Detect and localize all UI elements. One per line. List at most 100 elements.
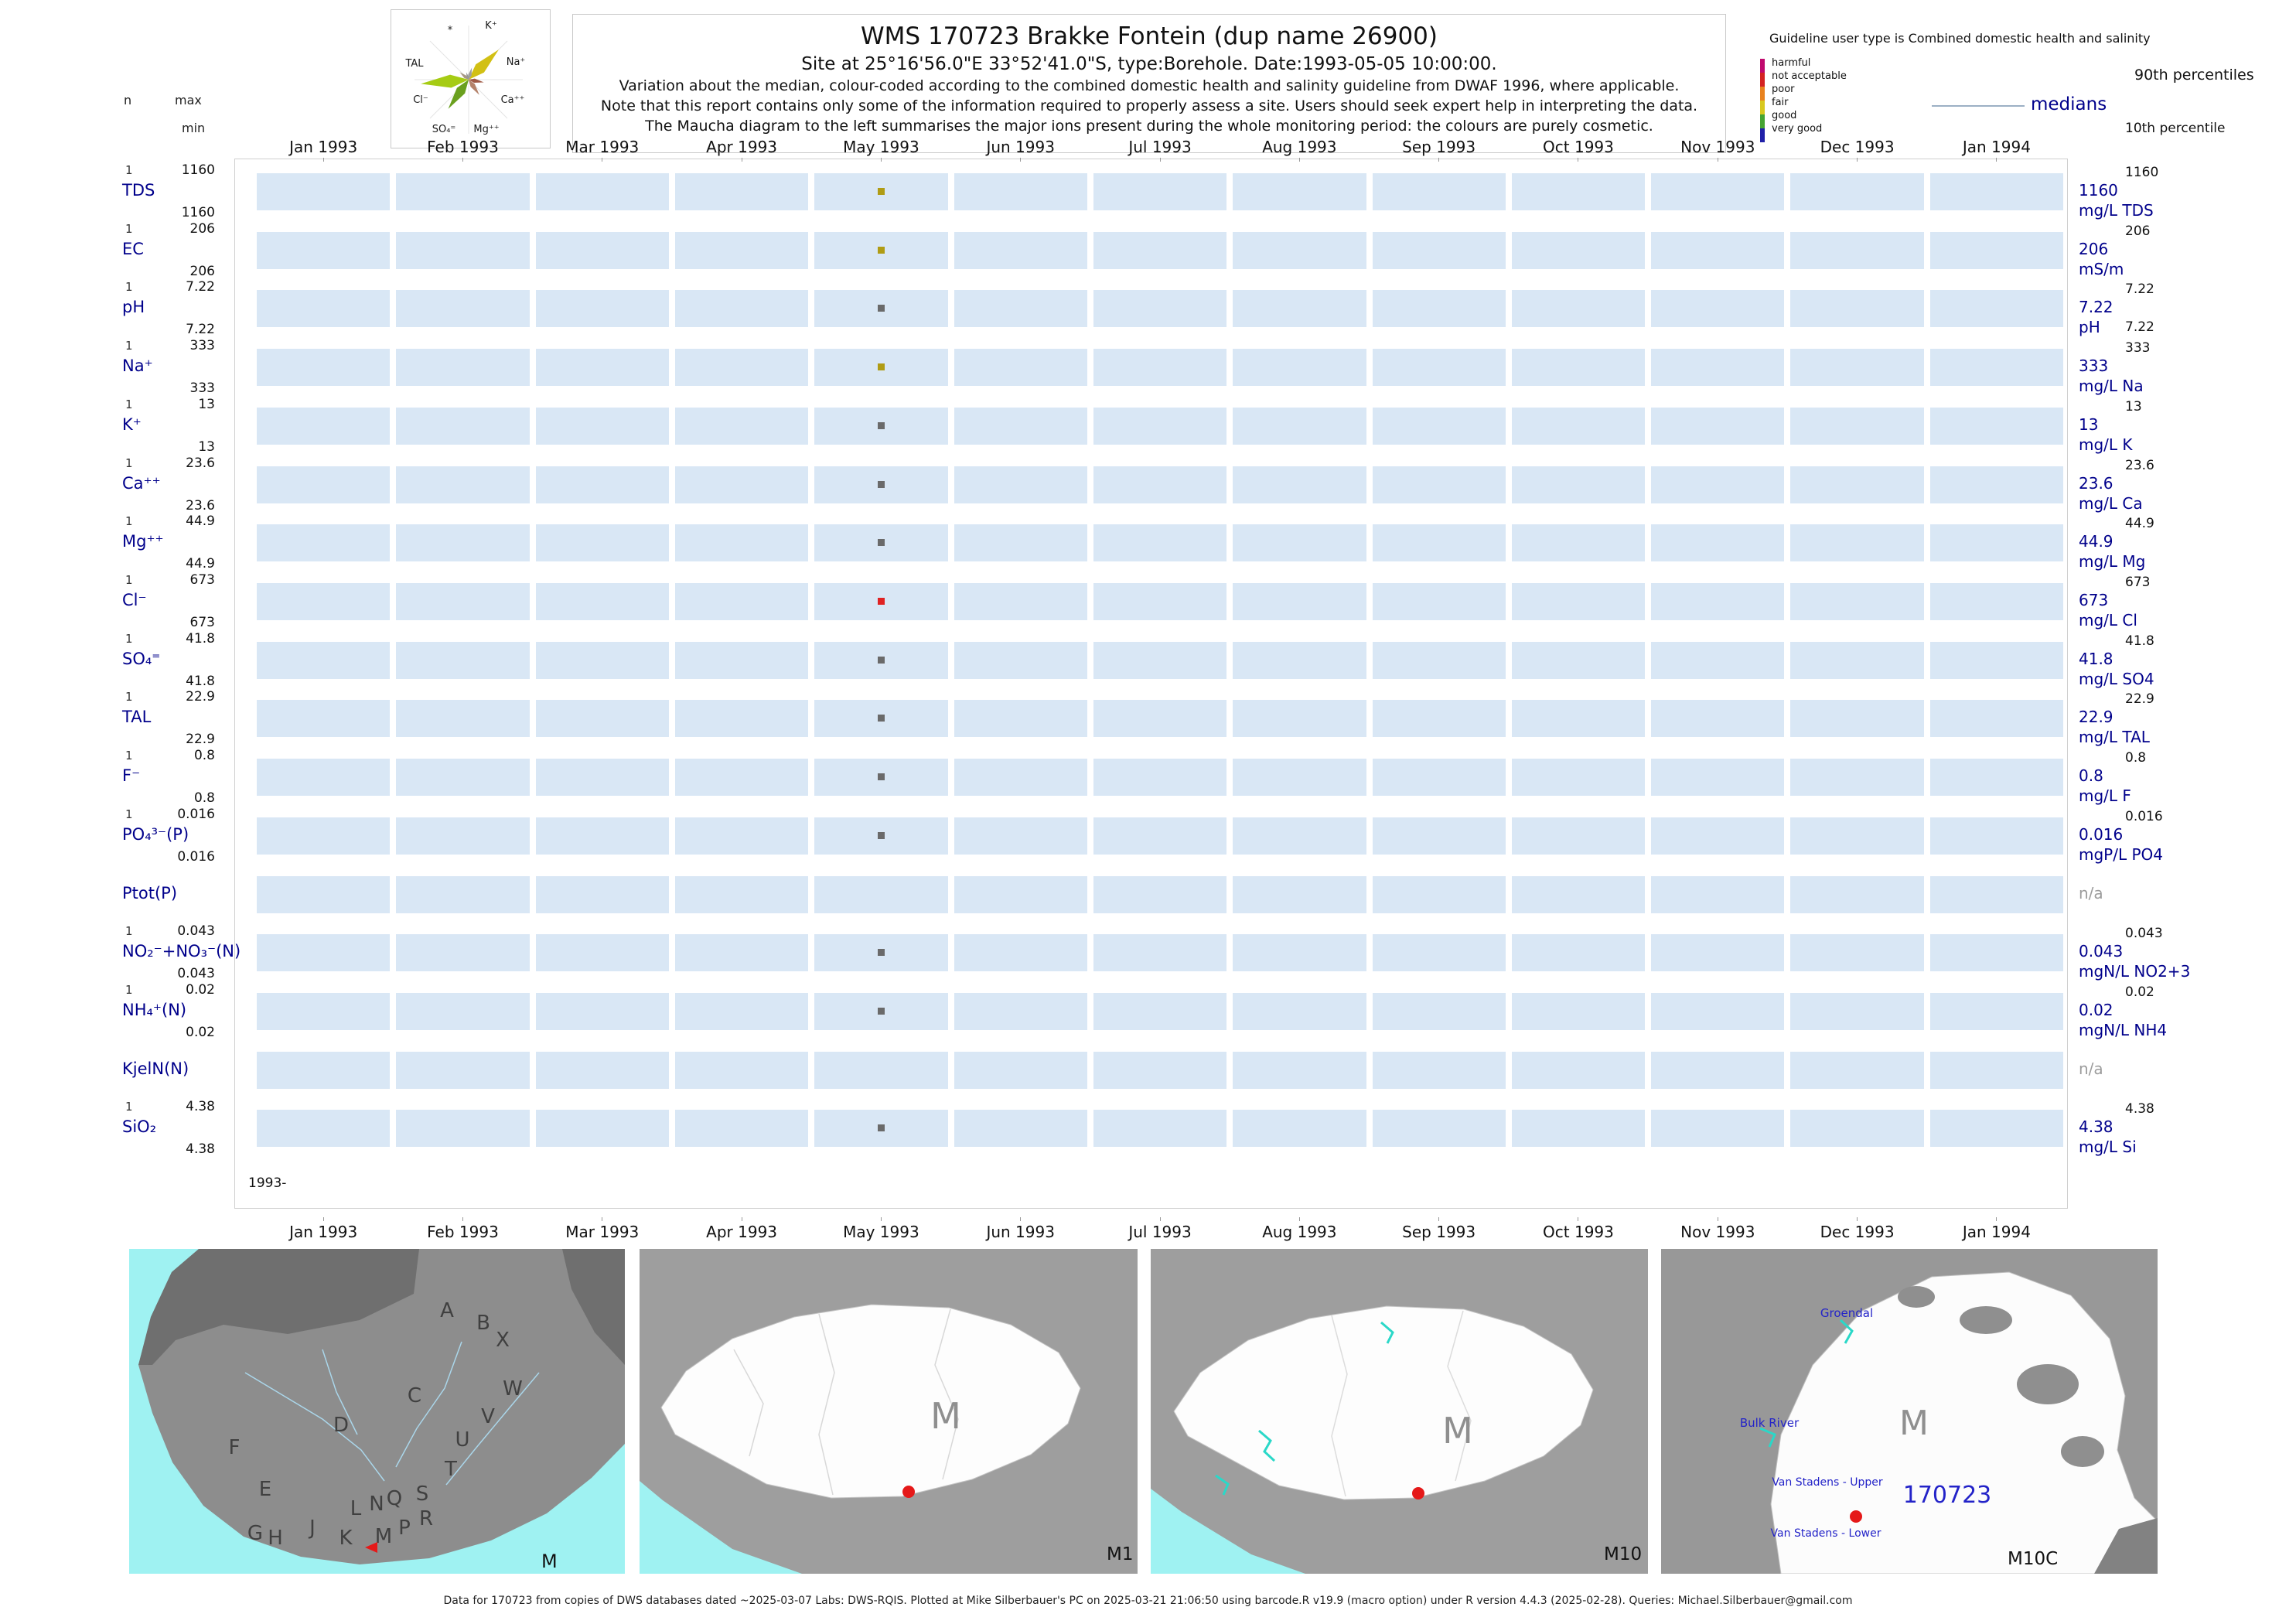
drainage-letter: D [333, 1414, 349, 1437]
month-cell [1233, 583, 1366, 620]
unit-label: mg/L Na [2079, 377, 2144, 395]
min-value: 0.8 [193, 790, 215, 806]
month-cell [674, 466, 809, 503]
month-cell [1093, 934, 1227, 971]
month-cell [1372, 700, 1506, 737]
month-cell [674, 817, 809, 855]
unit-label: mg/L Si [2079, 1138, 2137, 1156]
max-value: 1160 [181, 162, 215, 178]
month-cell [1651, 290, 1785, 327]
unit-label: mgN/L NH4 [2079, 1021, 2168, 1039]
month-cell [1929, 583, 2064, 620]
param-row-k: 1 13 K⁺ 13 13 13 mg/L K [0, 397, 2296, 455]
header-note-1: Variation about the median, colour-coded… [619, 77, 1680, 94]
drainage-region-m [660, 1304, 1081, 1499]
month-cell [1093, 349, 1227, 386]
param-label: EC [122, 240, 144, 258]
month-cell [396, 583, 530, 620]
n-count: 1 [125, 632, 133, 646]
footer-provenance: Data for 170723 from copies of DWS datab… [443, 1595, 1853, 1607]
drainage-letter: M [375, 1525, 392, 1548]
month-cell [257, 642, 391, 679]
month-cell [674, 993, 809, 1030]
month-cell [1651, 232, 1785, 269]
min-value: 1160 [181, 205, 215, 220]
max-value: 0.02 [186, 982, 215, 998]
unit-label: mg/L TDS [2079, 201, 2154, 220]
month-cell [1790, 524, 1924, 561]
month-cell [1093, 876, 1227, 913]
n-count: 1 [125, 983, 133, 997]
month-cell [954, 290, 1087, 327]
month-cell [954, 1052, 1087, 1089]
month-cell [535, 232, 669, 269]
month-cell [1233, 408, 1366, 445]
max-value: 0.8 [193, 748, 215, 763]
param-label: NO₂⁻+NO₃⁻(N) [122, 942, 241, 960]
median-value: 23.6 [2079, 474, 2113, 493]
maucha-label-ca: Ca⁺⁺ [501, 94, 525, 106]
month-cell [257, 934, 391, 971]
data-point [878, 481, 885, 488]
month-cell [1372, 1110, 1506, 1147]
month-cell [674, 232, 809, 269]
timeline-band [257, 232, 2064, 269]
data-point [878, 832, 885, 839]
month-label: Jan 1993 [257, 138, 390, 162]
min-value: 0.02 [186, 1025, 215, 1040]
month-cell [1929, 524, 2064, 561]
timeline-band [257, 700, 2064, 737]
month-cell [1511, 934, 1646, 971]
month-cell [1929, 642, 2064, 679]
param-row-cl: 1 673 Cl⁻ 673 673 673 mg/L Cl [0, 572, 2296, 631]
month-cell [396, 642, 530, 679]
n-count: 1 [125, 1100, 133, 1114]
median-value: 22.9 [2079, 708, 2113, 726]
month-cell [1929, 934, 2064, 971]
maucha-label-so4: SO₄⁼ [432, 124, 456, 135]
data-point [878, 422, 885, 429]
month-cell [257, 1110, 391, 1147]
max-value: 4.38 [186, 1099, 215, 1114]
month-cell [674, 524, 809, 561]
month-cell [674, 1052, 809, 1089]
month-cell [1372, 876, 1506, 913]
param-label: SO₄⁼ [122, 650, 161, 668]
map-region-m10: M M10 [1151, 1249, 1648, 1574]
unit-label: mg/L TAL [2079, 728, 2150, 746]
median-value: 333 [2079, 357, 2109, 375]
map-m1-svg: M M1 [640, 1249, 1138, 1574]
param-label: K⁺ [122, 415, 142, 434]
n-count: 1 [125, 807, 133, 821]
n-count: 1 [125, 690, 133, 704]
p90-value: 0.016 [2125, 809, 2163, 824]
month-cell [674, 349, 809, 386]
n-count: 1 [125, 573, 133, 587]
month-cell [1929, 759, 2064, 796]
maucha-label-tal: TAL [404, 58, 424, 70]
month-cell [1372, 173, 1506, 210]
param-label: Mg⁺⁺ [122, 532, 164, 551]
month-label: Jul 1993 [1093, 1217, 1226, 1241]
drainage-letter: T [444, 1458, 457, 1481]
p90-value: 22.9 [2125, 691, 2154, 707]
month-cell [1511, 466, 1646, 503]
param-row-kjeln: KjelN(N) n/a [0, 1041, 2296, 1100]
month-cell [257, 173, 391, 210]
month-cell [954, 1110, 1087, 1147]
median-value: 44.9 [2079, 532, 2113, 551]
maucha-label-minor: * [448, 25, 453, 36]
data-point [878, 657, 885, 664]
month-cell [674, 408, 809, 445]
month-cell [1790, 466, 1924, 503]
drainage-letter: R [419, 1507, 433, 1530]
month-cell [257, 290, 391, 327]
timeline-band [257, 759, 2064, 796]
max-value: 7.22 [186, 279, 215, 295]
place-label-van-stadens-upper: Van Stadens - Upper [1772, 1476, 1883, 1489]
month-cell [1093, 817, 1227, 855]
n-count: 1 [125, 280, 133, 294]
month-cell [257, 466, 391, 503]
p10-legend-label: 10th percentile [2125, 121, 2226, 136]
guideline-color-segment [1760, 87, 1765, 101]
